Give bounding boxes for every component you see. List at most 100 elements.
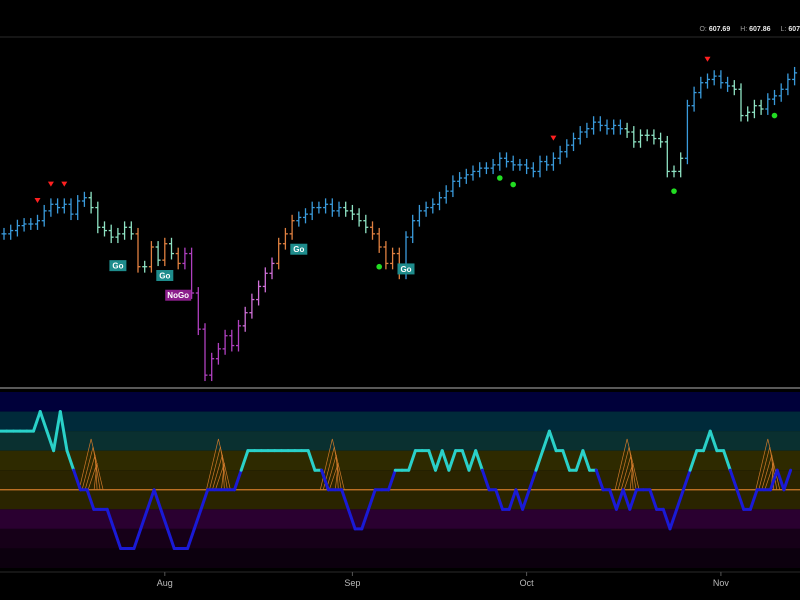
x-tick-label: Aug <box>157 578 173 588</box>
oscillator-segment <box>722 449 732 472</box>
price-bar <box>95 201 101 234</box>
badge-label: NoGo <box>167 291 189 300</box>
oscillator-segment <box>440 449 451 472</box>
price-bar <box>504 152 509 168</box>
oscillator-segment <box>474 449 484 472</box>
oscillator-segment <box>708 429 719 453</box>
price-bar <box>443 185 449 204</box>
oscillator-segment <box>534 449 545 472</box>
oscillator-line <box>0 410 793 550</box>
oscillator-pane <box>0 387 800 568</box>
price-bar <box>175 247 181 270</box>
price-bar <box>591 116 597 135</box>
oscillator-segment <box>561 449 571 472</box>
price-bar <box>296 211 302 227</box>
price-bar <box>289 214 295 240</box>
oscillator-band <box>0 548 800 568</box>
badge-label: Go <box>112 262 123 271</box>
high-value: 607.86 <box>749 26 771 33</box>
oscillator-segment <box>112 527 123 550</box>
oscillator-segment <box>192 507 203 531</box>
price-bar <box>457 172 463 188</box>
price-bar <box>423 201 429 217</box>
price-bar <box>276 237 282 270</box>
price-bar <box>182 247 188 270</box>
oscillator-segment <box>360 507 370 531</box>
oscillator-segment <box>775 468 786 492</box>
price-bar <box>738 83 744 122</box>
price-bar <box>309 201 315 221</box>
price-bar <box>477 162 483 178</box>
price-bar <box>611 119 617 135</box>
oscillator-segment <box>668 507 679 531</box>
price-bar <box>745 106 751 122</box>
price-bar <box>349 204 355 221</box>
oscillator-band <box>0 411 800 432</box>
price-bar <box>102 221 107 237</box>
price-bar <box>68 198 74 221</box>
trend-end-marker <box>704 56 711 62</box>
price-bar <box>376 227 382 253</box>
price-bar <box>530 162 536 178</box>
price-bar <box>664 135 670 178</box>
oscillator-segment <box>306 449 317 472</box>
price-bar <box>725 76 731 92</box>
oscillator-segment <box>346 507 357 531</box>
price-bar <box>142 260 148 273</box>
price-bar <box>249 293 255 319</box>
oscillator-band <box>0 528 800 549</box>
squeeze-marker <box>614 438 640 490</box>
price-bar <box>189 247 195 299</box>
oscillator-segment <box>541 429 551 453</box>
price-bar <box>524 158 530 175</box>
price-bar <box>470 165 476 181</box>
oscillator-segment <box>547 429 558 453</box>
oscillator-segment <box>320 468 330 492</box>
price-bar <box>711 70 717 86</box>
price-bar <box>356 208 362 227</box>
price-bar <box>28 218 34 230</box>
oscillator-segment <box>460 449 471 472</box>
price-bar <box>792 66 798 86</box>
price-bar <box>430 198 436 214</box>
badge-label: Go <box>293 245 304 254</box>
oscillator-segment <box>688 449 699 472</box>
price-bar <box>490 158 496 175</box>
price-bar <box>88 191 94 214</box>
oscillator-segment <box>608 488 618 511</box>
oscillator-segment <box>65 449 76 472</box>
price-bar <box>557 145 563 165</box>
low-label: L: <box>780 26 787 33</box>
price-bar <box>778 83 784 102</box>
price-bar <box>731 80 737 96</box>
price-bar <box>463 168 469 184</box>
open-value: 607.69 <box>708 26 731 33</box>
price-bar <box>336 201 342 217</box>
oscillator-segment <box>521 488 531 511</box>
oscillator-segment <box>702 429 712 453</box>
oscillator-segment <box>105 507 116 531</box>
oscillator-segment <box>38 410 49 433</box>
price-bar <box>41 204 47 227</box>
low-value: 607 <box>788 26 800 33</box>
badge-label: Go <box>159 272 170 281</box>
price-bar <box>597 116 603 132</box>
price-bar <box>122 221 128 240</box>
price-bar <box>644 129 650 142</box>
price-bar <box>1 227 7 240</box>
oscillator-segment <box>45 429 56 453</box>
oscillator-segment <box>52 410 62 453</box>
oscillator-segment <box>447 449 458 472</box>
price-bar <box>195 287 201 336</box>
price-bar <box>416 204 422 227</box>
oscillator-segment <box>581 449 592 472</box>
price-bar <box>638 129 643 148</box>
trend-end-marker <box>34 198 41 203</box>
oscillator-segment <box>407 449 417 472</box>
oscillator-segment <box>681 468 692 492</box>
oscillator-segment <box>427 449 437 472</box>
high-label: H: <box>740 26 748 33</box>
oscillator-segment <box>85 488 96 511</box>
open-label: O: <box>699 26 707 33</box>
